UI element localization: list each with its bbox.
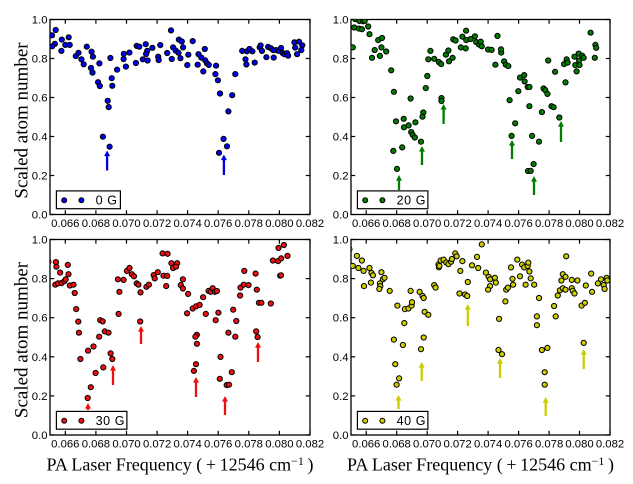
- svg-text:Scaled atom number: Scaled atom number: [12, 42, 33, 199]
- svg-text:0.072: 0.072: [143, 218, 171, 230]
- svg-text:0.8: 0.8: [333, 274, 349, 286]
- svg-text:0.068: 0.068: [82, 439, 110, 451]
- svg-text:0.070: 0.070: [112, 218, 140, 230]
- svg-text:0.076: 0.076: [504, 218, 532, 230]
- svg-text:0.4: 0.4: [32, 132, 48, 144]
- svg-text:0.0: 0.0: [32, 210, 48, 222]
- svg-text:0.082: 0.082: [296, 218, 324, 230]
- svg-text:1.0: 1.0: [32, 15, 48, 27]
- svg-text:0.6: 0.6: [32, 313, 48, 325]
- svg-text:0.0: 0.0: [32, 430, 48, 442]
- svg-text:0.076: 0.076: [204, 439, 232, 451]
- svg-text:0.074: 0.074: [474, 218, 502, 230]
- svg-text:0.082: 0.082: [296, 439, 324, 451]
- svg-text:0.4: 0.4: [32, 352, 48, 364]
- svg-text:1.0: 1.0: [32, 235, 48, 247]
- svg-text:0 G: 0 G: [96, 194, 118, 208]
- svg-text:0.2: 0.2: [32, 391, 48, 403]
- svg-text:0.074: 0.074: [474, 439, 502, 451]
- svg-text:0.070: 0.070: [112, 439, 140, 451]
- svg-text:0.066: 0.066: [352, 439, 380, 451]
- svg-text:0.078: 0.078: [535, 218, 563, 230]
- svg-text:1.0: 1.0: [333, 235, 349, 247]
- svg-text:0.0: 0.0: [333, 430, 349, 442]
- svg-text:0.2: 0.2: [32, 171, 48, 183]
- svg-text:20 G: 20 G: [397, 194, 427, 208]
- svg-text:PA Laser Frequency ( + 12546 c: PA Laser Frequency ( + 12546 cm−1 ): [347, 454, 614, 476]
- svg-text:0.082: 0.082: [596, 218, 624, 230]
- svg-text:0.6: 0.6: [333, 93, 349, 105]
- svg-text:0.068: 0.068: [383, 439, 411, 451]
- svg-text:0.074: 0.074: [173, 218, 201, 230]
- svg-text:0.4: 0.4: [333, 352, 349, 364]
- svg-text:0.080: 0.080: [565, 218, 593, 230]
- svg-text:0.080: 0.080: [265, 218, 293, 230]
- svg-text:0.8: 0.8: [333, 54, 349, 66]
- svg-text:0.4: 0.4: [333, 132, 349, 144]
- svg-text:0.8: 0.8: [32, 274, 48, 286]
- svg-text:0.082: 0.082: [596, 439, 624, 451]
- svg-text:0.072: 0.072: [443, 218, 471, 230]
- svg-text:0.080: 0.080: [265, 439, 293, 451]
- svg-text:Scaled atom number: Scaled atom number: [12, 261, 33, 418]
- svg-text:0.074: 0.074: [173, 439, 201, 451]
- svg-text:PA Laser Frequency ( + 12546 c: PA Laser Frequency ( + 12546 cm−1 ): [46, 454, 313, 476]
- svg-text:0.066: 0.066: [51, 218, 79, 230]
- svg-text:30 G: 30 G: [96, 414, 126, 428]
- svg-text:40 G: 40 G: [397, 414, 427, 428]
- svg-text:0.2: 0.2: [333, 171, 349, 183]
- svg-text:0.078: 0.078: [535, 439, 563, 451]
- svg-text:0.076: 0.076: [504, 439, 532, 451]
- svg-text:0.078: 0.078: [235, 439, 263, 451]
- svg-text:0.076: 0.076: [204, 218, 232, 230]
- svg-text:0.080: 0.080: [565, 439, 593, 451]
- svg-text:0.8: 0.8: [32, 54, 48, 66]
- svg-text:0.066: 0.066: [352, 218, 380, 230]
- svg-text:0.068: 0.068: [383, 218, 411, 230]
- svg-text:0.072: 0.072: [443, 439, 471, 451]
- svg-text:0.066: 0.066: [51, 439, 79, 451]
- svg-text:0.6: 0.6: [333, 313, 349, 325]
- svg-text:0.0: 0.0: [333, 210, 349, 222]
- svg-text:0.070: 0.070: [413, 218, 441, 230]
- svg-text:0.078: 0.078: [235, 218, 263, 230]
- svg-text:0.2: 0.2: [333, 391, 349, 403]
- svg-text:0.068: 0.068: [82, 218, 110, 230]
- svg-text:0.6: 0.6: [32, 93, 48, 105]
- svg-text:0.070: 0.070: [413, 439, 441, 451]
- svg-text:0.072: 0.072: [143, 439, 171, 451]
- svg-text:1.0: 1.0: [333, 15, 349, 27]
